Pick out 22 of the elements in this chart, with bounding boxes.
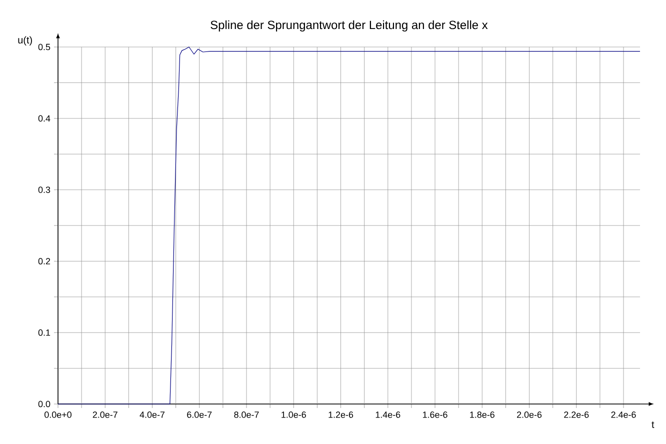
x-tick-label: 1.2e-6 bbox=[328, 412, 354, 418]
x-tick-label: 6.0e-7 bbox=[187, 412, 212, 418]
y-tick-label: 0.3 bbox=[38, 186, 50, 193]
y-tick-label: 0.4 bbox=[38, 115, 50, 122]
x-tick-label: 4.0e-7 bbox=[140, 412, 165, 418]
y-tick-label: 0.0 bbox=[38, 400, 50, 408]
x-tick-label: 2.0e-6 bbox=[517, 412, 542, 418]
x-tick-label: 1.4e-6 bbox=[376, 412, 400, 418]
x-tick-label: 2.0e-7 bbox=[92, 412, 118, 418]
y-tick-label: 0.1 bbox=[38, 329, 50, 336]
x-tick-label: 1.0e-6 bbox=[282, 412, 306, 418]
x-tick-label: 2.2e-6 bbox=[564, 412, 589, 418]
x-tick-label: 0.0e+0 bbox=[44, 412, 72, 418]
y-axis-title: u(t) bbox=[18, 36, 32, 46]
x-axis-title: t bbox=[652, 421, 654, 428]
x-tick-label: 8.0e-7 bbox=[234, 412, 259, 418]
x-tick-label: 2.4e-6 bbox=[611, 412, 636, 418]
y-tick-label: 0.5 bbox=[38, 44, 50, 50]
x-tick-label: 1.6e-6 bbox=[422, 412, 448, 418]
x-tick-label: 1.8e-6 bbox=[470, 412, 494, 418]
chart-title: Spline der Sprungantwort der Leitung an der Stelle x bbox=[210, 20, 488, 32]
y-tick-label: 0.2 bbox=[38, 258, 50, 264]
